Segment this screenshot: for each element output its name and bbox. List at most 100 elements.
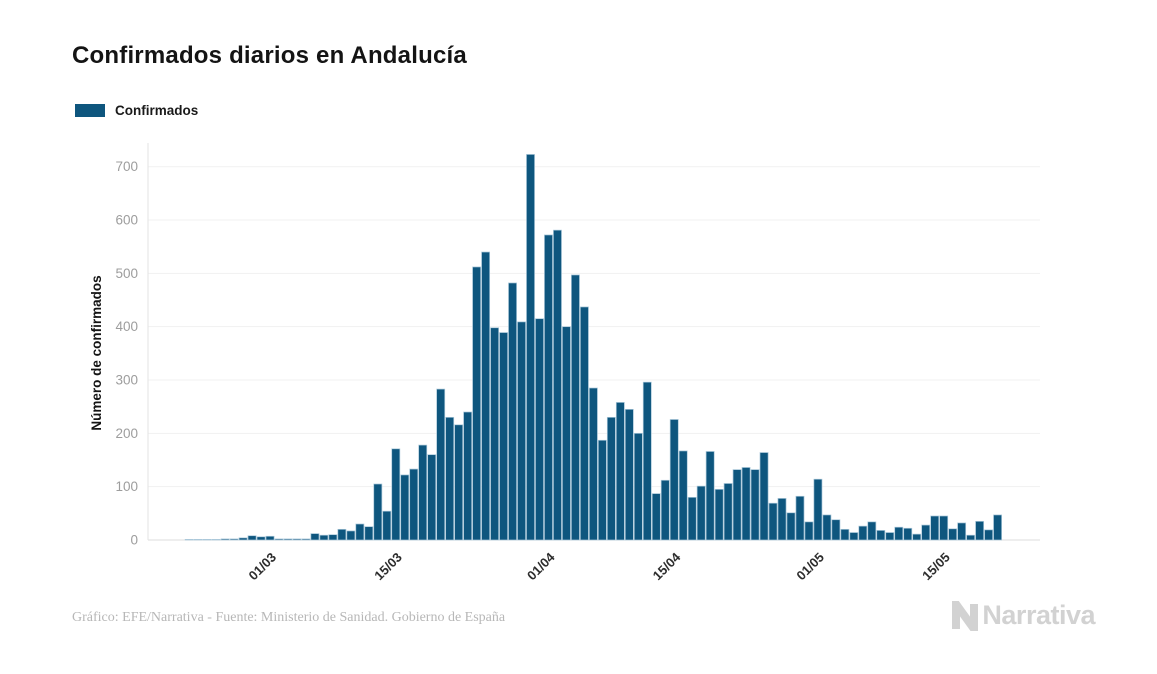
bar-22-02 [193,539,203,541]
bar-16-03 [400,474,410,541]
bar-20-03 [436,388,446,541]
bar-11-03 [355,523,365,541]
bar-17-03 [409,468,419,541]
bar-13-04 [651,493,661,541]
x-tick-label-01-05: 01/05 [793,550,827,584]
x-tick-label-15-03: 15/03 [371,550,405,584]
bar-23-03 [463,411,473,541]
bar-23-04 [741,467,751,541]
bar-06-04 [588,387,598,541]
y-tick-label-200: 200 [115,426,138,441]
bar-19-03 [427,454,437,541]
bar-22-04 [732,469,742,541]
bar-10-04 [624,409,634,541]
bar-04-05 [840,528,850,541]
bar-29-03 [517,321,526,541]
bar-05-05 [849,532,859,541]
bar-26-03 [490,327,499,541]
bar-18-03 [418,444,428,541]
bar-20-04 [714,488,724,541]
bar-27-03 [499,332,508,541]
bar-11-04 [633,432,643,541]
bar-07-05 [867,521,877,541]
bar-05-03 [301,538,311,541]
bar-04-04 [571,274,580,541]
bar-06-03 [310,533,320,541]
bar-13-05 [921,524,931,541]
bar-14-05 [930,515,940,541]
bar-05-04 [580,306,589,541]
y-tick-label-0: 0 [130,533,138,548]
bar-30-04 [804,521,814,541]
bar-29-04 [795,495,805,541]
bar-01-05 [813,478,823,541]
bar-13-03 [373,483,383,541]
bar-31-03 [535,318,544,541]
bar-18-05 [966,534,976,541]
bar-01-04 [544,234,553,541]
bar-27-04 [777,498,787,541]
bar-08-04 [606,416,616,541]
bar-07-03 [319,534,329,541]
x-tick-label-15-05: 15/05 [919,550,953,584]
narrativa-logo-text: Narrativa [982,600,1095,630]
bar-24-03 [472,266,482,541]
bar-28-03 [508,282,517,541]
bar-18-04 [696,485,706,541]
bar-16-05 [948,528,958,541]
bar-04-03 [292,538,302,541]
bar-12-04 [642,381,652,541]
bar-21-02 [184,539,194,541]
bar-15-04 [669,419,679,541]
bar-24-02 [211,539,221,541]
bar-28-02 [247,535,257,541]
bar-01-03 [265,535,275,541]
bar-25-02 [220,538,230,541]
y-tick-label-700: 700 [115,159,138,174]
bar-12-03 [364,526,374,541]
y-tick-label-500: 500 [115,266,138,281]
bar-12-05 [912,533,922,541]
bar-07-04 [597,439,607,541]
bar-23-02 [202,539,212,541]
bar-15-03 [391,448,401,541]
y-tick-label-100: 100 [115,479,138,494]
bar-03-03 [283,538,293,541]
y-tick-label-400: 400 [115,319,138,334]
x-tick-label-01-03: 01/03 [246,550,280,584]
narrativa-logo: Narrativa [951,600,1095,631]
bar-06-05 [858,525,868,541]
bar-30-03 [526,154,535,541]
bar-09-04 [615,402,625,541]
bar-26-02 [229,538,239,541]
source-credit: Gráfico: EFE/Narrativa - Fuente: Ministe… [72,610,506,625]
bar-25-04 [759,452,769,541]
bar-19-05 [975,520,985,541]
x-tick-label-01-04: 01/04 [524,549,558,583]
bar-09-05 [885,532,895,541]
bar-26-04 [768,502,778,541]
bar-14-04 [660,479,670,541]
legend-swatch-confirmados [75,104,105,117]
bar-10-05 [894,526,904,541]
bar-11-05 [903,527,913,541]
bar-28-04 [786,512,796,541]
bar-20-05 [984,529,993,541]
legend-label: Confirmados [115,103,199,118]
bar-17-05 [957,522,967,541]
bar-14-03 [382,510,392,541]
legend: Confirmados [75,103,198,118]
bar-10-03 [346,530,356,541]
bar-16-04 [678,450,688,541]
bar-08-05 [876,530,886,541]
y-tick-label-300: 300 [115,373,138,388]
bar-02-03 [274,538,284,541]
bar-21-04 [723,483,733,541]
bar-29-02 [256,536,266,541]
bar-08-03 [328,534,338,541]
bar-27-02 [238,537,248,541]
page-title: Confirmados diarios en Andalucía [72,42,467,69]
bar-03-04 [562,326,571,541]
